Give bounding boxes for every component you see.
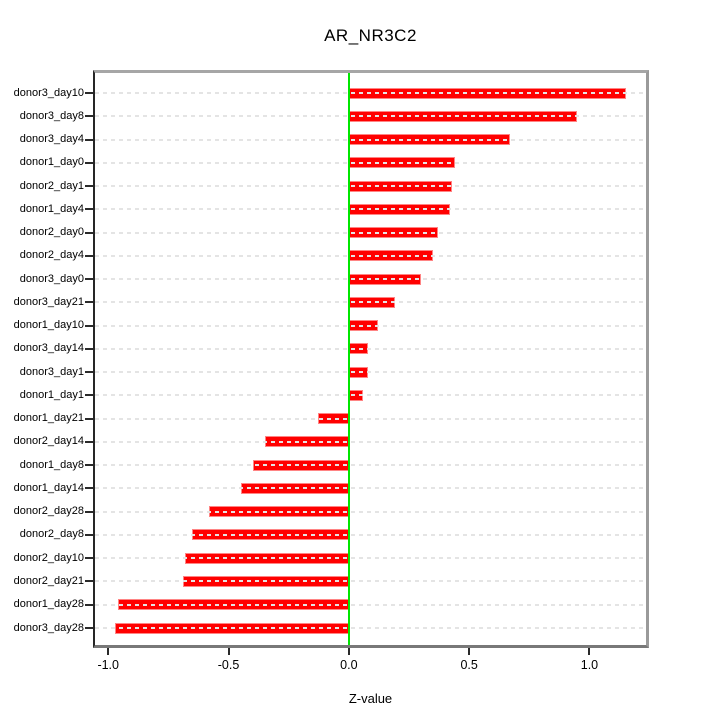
gridline	[95, 533, 646, 536]
y-axis-tick	[85, 464, 93, 467]
gridline	[95, 464, 646, 467]
gridline	[95, 557, 646, 560]
category-label: donor2_day1	[19, 179, 84, 192]
gridline	[95, 580, 646, 583]
category-label: donor2_day0	[19, 226, 84, 239]
gridline	[95, 208, 646, 211]
gridline	[95, 487, 646, 490]
category-label: donor1_day0	[19, 156, 84, 169]
y-axis-tick	[85, 347, 93, 350]
gridline	[95, 278, 646, 281]
plot-area	[95, 73, 646, 645]
x-axis-tick	[227, 648, 230, 655]
gridline	[95, 371, 646, 374]
x-tick-label: 0.5	[460, 658, 478, 672]
gridline	[95, 394, 646, 397]
category-label: donor1_day14	[13, 481, 84, 494]
y-axis-tick	[85, 394, 93, 397]
category-label: donor1_day4	[19, 202, 84, 215]
y-axis-tick	[85, 115, 93, 118]
gridline	[95, 510, 646, 513]
y-axis-tick	[85, 603, 93, 606]
y-axis-tick	[85, 301, 93, 304]
y-axis-tick	[85, 440, 93, 443]
gridline	[95, 231, 646, 234]
category-label: donor3_day4	[19, 133, 84, 146]
y-axis-tick	[85, 231, 93, 234]
gridline	[95, 417, 646, 420]
category-label: donor3_day10	[13, 86, 84, 99]
gridline	[95, 138, 646, 141]
y-axis-tick	[85, 254, 93, 257]
category-label: donor3_day0	[19, 272, 84, 285]
category-label: donor1_day10	[13, 319, 84, 332]
gridline	[95, 324, 646, 327]
y-axis-tick	[85, 557, 93, 560]
category-label: donor2_day4	[19, 249, 84, 262]
x-axis-tick	[588, 648, 591, 655]
category-label: donor3_day28	[13, 621, 84, 634]
x-axis-label: Z-value	[348, 691, 393, 706]
category-label: donor2_day10	[13, 551, 84, 564]
category-label: donor3_day8	[19, 109, 84, 122]
category-label: donor2_day8	[19, 528, 84, 541]
category-label: donor1_day8	[19, 458, 84, 471]
category-label: donor2_day21	[13, 574, 84, 587]
gridline	[95, 161, 646, 164]
gridline	[95, 115, 646, 118]
x-tick-label: 1.0	[580, 658, 599, 672]
y-axis-tick	[85, 324, 93, 327]
y-axis-tick	[85, 627, 93, 629]
category-label: donor3_day1	[19, 365, 84, 378]
y-axis-tick	[85, 371, 93, 374]
x-axis-tick	[347, 648, 350, 655]
zero-reference-line	[347, 73, 350, 645]
y-axis-tick	[85, 487, 93, 490]
y-axis-tick	[85, 278, 93, 281]
x-tick-label: -0.5	[217, 658, 240, 672]
gridline	[95, 627, 646, 629]
chart-title: AR_NR3C2	[324, 26, 417, 45]
category-label: donor3_day21	[13, 295, 84, 308]
gridline	[95, 254, 646, 257]
y-axis-tick	[85, 92, 93, 94]
y-axis-tick	[85, 533, 93, 536]
x-axis-tick	[468, 648, 471, 655]
category-label: donor2_day14	[13, 435, 84, 448]
category-label: donor1_day1	[19, 388, 84, 401]
y-axis-tick	[85, 510, 93, 513]
y-axis-tick	[85, 208, 93, 211]
x-axis-tick	[107, 648, 110, 655]
category-label: donor1_day28	[13, 598, 84, 611]
y-axis-tick	[85, 138, 93, 141]
category-label: donor3_day14	[13, 342, 84, 355]
gridline	[95, 185, 646, 188]
gridline	[95, 92, 646, 94]
gridline	[95, 603, 646, 606]
gridline	[95, 440, 646, 443]
y-axis-tick	[85, 161, 93, 164]
y-axis-tick	[85, 417, 93, 420]
gridline	[95, 301, 646, 304]
x-tick-label: -1.0	[97, 658, 119, 672]
gridline	[95, 347, 646, 350]
category-label: donor1_day21	[13, 412, 84, 425]
y-axis-tick	[85, 580, 93, 583]
x-tick-label: 0.0	[340, 658, 358, 672]
category-label: donor2_day28	[13, 505, 84, 518]
y-axis-tick	[85, 185, 93, 188]
